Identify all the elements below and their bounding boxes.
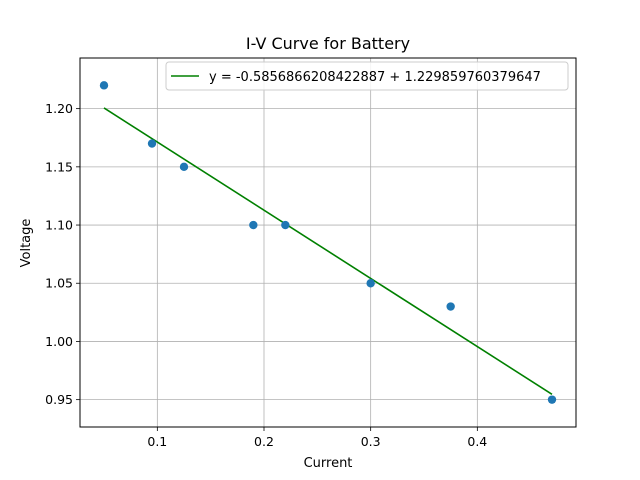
data-point xyxy=(366,279,375,288)
chart-title: I-V Curve for Battery xyxy=(246,34,410,53)
x-axis-label: Current xyxy=(304,456,353,471)
y-tick-label: 1.15 xyxy=(45,159,73,174)
y-axis-label: Voltage xyxy=(19,219,34,268)
data-point xyxy=(446,302,455,311)
data-point xyxy=(99,81,109,90)
x-axis-ticks: 0.1 0.2 0.3 0.4 xyxy=(147,427,487,449)
x-tick-label: 0.3 xyxy=(361,434,381,449)
data-point xyxy=(281,220,290,230)
y-axis-ticks: 0.95 1.00 1.05 1.10 1.15 1.20 xyxy=(45,101,80,407)
y-tick-label: 1.10 xyxy=(45,218,73,233)
data-point xyxy=(179,162,189,172)
y-tick-label: 1.05 xyxy=(45,276,73,291)
legend-label: y = -0.5856866208422887 + 1.229859760379… xyxy=(209,70,541,85)
y-tick-label: 0.95 xyxy=(45,392,73,407)
data-points xyxy=(99,81,557,404)
legend-box xyxy=(165,61,569,91)
grid xyxy=(80,58,576,427)
x-tick-label: 0.2 xyxy=(254,434,274,449)
data-point xyxy=(547,395,557,404)
data-point xyxy=(147,139,157,148)
fit-layer xyxy=(103,107,553,395)
plot-frame xyxy=(79,57,577,428)
y-tick-label: 1.20 xyxy=(45,101,73,116)
legend: y = -0.5856866208422887 + 1.229859760379… xyxy=(165,61,569,91)
x-tick-label: 0.4 xyxy=(467,434,487,449)
fit-line xyxy=(103,107,553,395)
y-tick-label: 1.00 xyxy=(45,334,73,349)
x-tick-label: 0.1 xyxy=(147,434,167,449)
data-point xyxy=(249,220,258,230)
